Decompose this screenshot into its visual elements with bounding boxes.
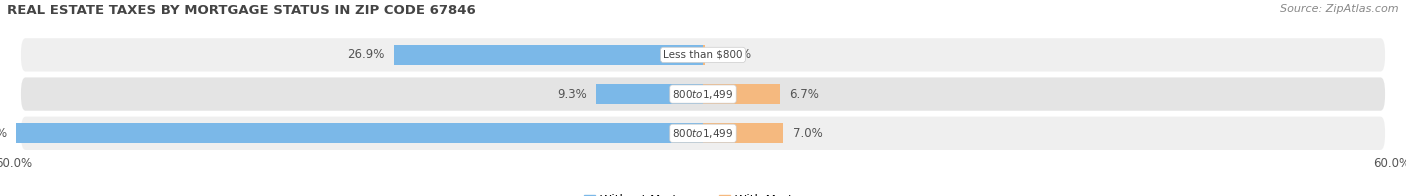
Bar — [703, 45, 704, 65]
Text: $800 to $1,499: $800 to $1,499 — [672, 88, 734, 101]
Bar — [596, 84, 703, 104]
Text: 7.0%: 7.0% — [793, 127, 823, 140]
Legend: Without Mortgage, With Mortgage: Without Mortgage, With Mortgage — [579, 189, 827, 196]
Text: REAL ESTATE TAXES BY MORTGAGE STATUS IN ZIP CODE 67846: REAL ESTATE TAXES BY MORTGAGE STATUS IN … — [7, 4, 475, 17]
FancyBboxPatch shape — [21, 117, 1385, 150]
Bar — [703, 123, 783, 143]
Text: 6.7%: 6.7% — [789, 88, 818, 101]
FancyBboxPatch shape — [21, 77, 1385, 111]
Bar — [394, 45, 703, 65]
Bar — [17, 123, 703, 143]
Text: 0.18%: 0.18% — [714, 48, 751, 61]
Text: 9.3%: 9.3% — [557, 88, 588, 101]
Text: 26.9%: 26.9% — [347, 48, 385, 61]
Text: $800 to $1,499: $800 to $1,499 — [672, 127, 734, 140]
Bar — [703, 84, 780, 104]
Text: Less than $800: Less than $800 — [664, 50, 742, 60]
Text: 59.8%: 59.8% — [0, 127, 7, 140]
FancyBboxPatch shape — [21, 38, 1385, 72]
Text: Source: ZipAtlas.com: Source: ZipAtlas.com — [1281, 4, 1399, 14]
